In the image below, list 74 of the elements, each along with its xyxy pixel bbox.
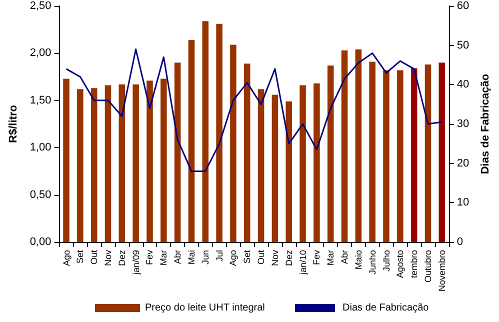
x-tick-label: Out — [89, 250, 100, 265]
x-tick-label: Abr — [172, 250, 183, 264]
bar — [397, 70, 404, 242]
y2-tick-label: 30 — [456, 118, 470, 130]
bar — [341, 50, 348, 242]
x-tick-label: Agosto — [395, 250, 406, 278]
bar — [104, 85, 112, 242]
x-tick-label: Mai — [186, 250, 196, 265]
bar — [327, 65, 334, 242]
y-tick-label: 0,50 — [30, 188, 52, 201]
legend-label: Preço do leite UHT integral — [145, 302, 265, 314]
x-tick-label: Out — [256, 250, 266, 265]
bar — [132, 84, 139, 242]
bar — [272, 94, 278, 242]
bar — [244, 64, 250, 242]
y2-axis-title: Dias de Fabricação — [480, 74, 492, 174]
bar — [160, 78, 167, 242]
bar — [90, 88, 98, 242]
y-tick-label: 1,50 — [30, 94, 52, 106]
bar — [63, 78, 70, 242]
bar — [216, 24, 222, 242]
x-tick-label: Junho — [367, 250, 378, 275]
y2-tick-label: 20 — [456, 157, 470, 170]
x-tick-label: Fev — [312, 250, 322, 266]
x-tick-label: Jul — [214, 250, 224, 262]
x-tick-label: Mar — [326, 250, 336, 266]
x-tick-label: Set — [242, 250, 252, 264]
bar — [383, 70, 390, 242]
line-series — [66, 48, 443, 172]
x-tick-label: Maio — [353, 250, 364, 270]
x-tick-label: Dez — [116, 250, 127, 266]
x-tick-label: Dez — [284, 250, 294, 266]
x-tick-label: Set — [75, 250, 86, 264]
x-tick-label: Fev — [144, 250, 155, 266]
bar — [438, 62, 446, 242]
y2-tick-label: 50 — [456, 39, 470, 52]
bar — [410, 68, 418, 242]
bar — [174, 62, 181, 242]
x-tick-label: Nov — [103, 250, 114, 266]
bar — [355, 49, 362, 242]
y2-tick-label: 60 — [456, 0, 470, 12]
bar — [369, 62, 376, 242]
x-tick-label: Nov — [270, 250, 280, 266]
y-tick-label: 1,00 — [30, 142, 52, 154]
y-axis-title: R$/litro — [8, 104, 20, 143]
y2-tick-label: 0 — [456, 236, 463, 248]
legend-label: Dias de Fabricação — [342, 302, 430, 314]
y-tick-label: 2,50 — [30, 0, 52, 12]
y-tick-label: 0,00 — [30, 236, 52, 248]
bar — [230, 44, 236, 242]
bar — [258, 89, 264, 242]
x-tick-label: Abr — [340, 250, 350, 264]
x-tick-label: Outubro — [422, 250, 433, 283]
x-tick-label: Julho — [381, 250, 392, 272]
x-tick-label: jan/09 — [130, 250, 141, 276]
y2-tick-label: 40 — [456, 78, 470, 91]
x-tick-label: jan/10 — [298, 250, 308, 276]
y-tick-label: 2,00 — [30, 47, 52, 60]
bar — [77, 89, 84, 242]
x-tick-label: tembro — [409, 250, 420, 278]
bar — [300, 85, 306, 242]
bar — [202, 21, 209, 242]
x-tick-label: Ago — [228, 250, 238, 266]
bar — [286, 101, 292, 242]
x-tick-label: Ago — [61, 250, 72, 266]
x-tick-label: Mar — [158, 250, 169, 266]
bar — [424, 64, 432, 242]
x-tick-label: Jun — [200, 250, 210, 265]
bar — [118, 84, 126, 242]
bar — [146, 80, 153, 242]
bar — [314, 83, 320, 242]
bar — [188, 40, 195, 242]
y2-tick-label: 10 — [456, 196, 470, 209]
x-tick-label: Novembro — [436, 250, 447, 292]
